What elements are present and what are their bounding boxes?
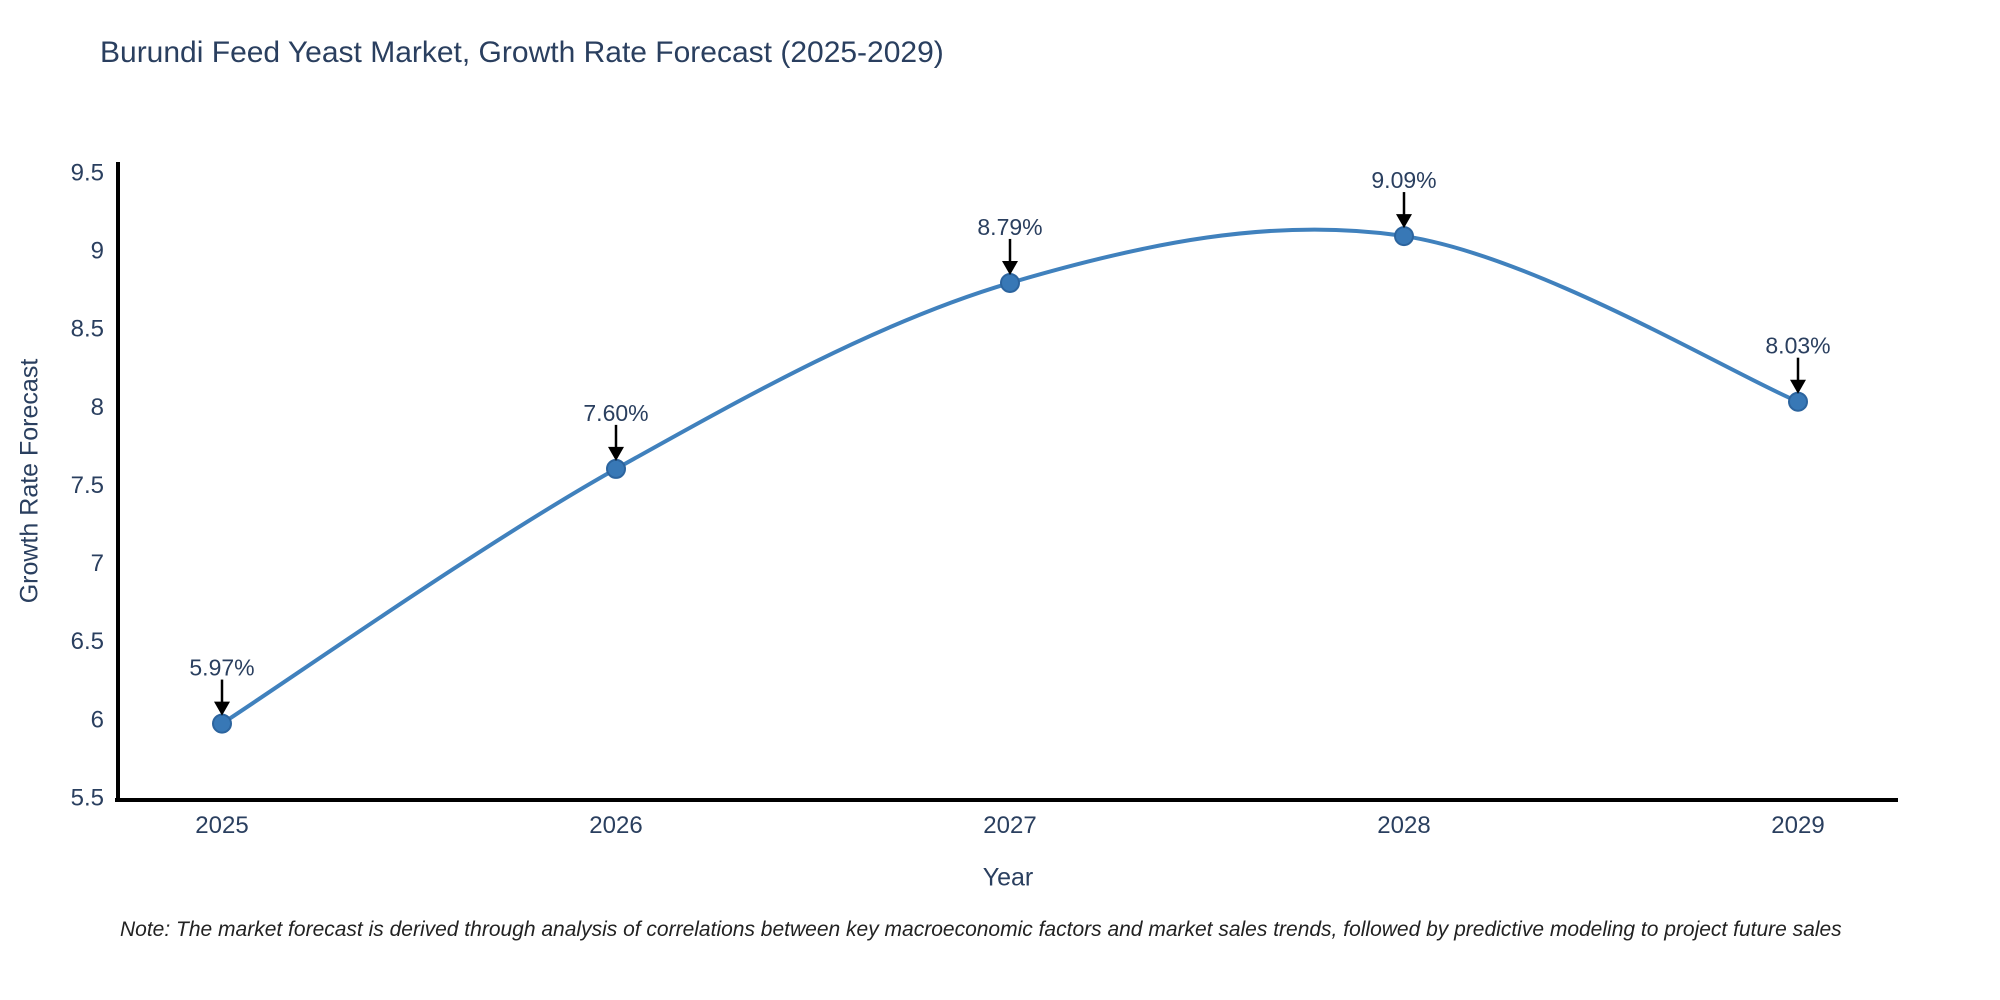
x-axis-title: Year [982,863,1034,892]
x-tick-label: 2026 [589,812,642,839]
y-tick-label: 5.5 [71,784,104,811]
data-point-marker[interactable] [1788,391,1808,412]
y-tick-label: 7.5 [71,472,104,499]
x-tick-label: 2028 [1377,812,1430,839]
annotation-arrow-head [1396,214,1412,229]
data-point-marker[interactable] [1394,226,1414,247]
y-tick-label: 8 [91,394,104,421]
data-point-label: 7.60% [583,400,648,426]
x-tick-label: 2025 [195,812,248,839]
data-point-label: 5.97% [189,655,254,681]
annotation-arrow-head [1002,260,1018,275]
data-point-marker[interactable] [606,458,626,479]
data-point-label: 8.03% [1765,333,1830,359]
annotation-arrow-head [214,701,230,716]
x-tick-label: 2029 [1771,812,1824,839]
x-tick-label: 2027 [983,812,1036,839]
annotation-arrow-head [608,446,624,461]
y-tick-label: 6 [91,706,104,733]
y-tick-label: 6.5 [71,628,104,655]
data-point-label: 9.09% [1371,167,1436,193]
chart-title: Burundi Feed Yeast Market, Growth Rate F… [100,36,944,69]
footnote: Note: The market forecast is derived thr… [120,918,1842,941]
y-tick-label: 9 [91,238,104,265]
y-tick-label: 8.5 [71,316,104,343]
data-point-marker[interactable] [212,713,232,734]
annotation-arrow-head [1790,379,1806,394]
data-point-marker[interactable] [1000,272,1020,293]
data-point-label: 8.79% [977,214,1042,240]
forecast-line [220,227,1800,726]
y-tick-label: 9.5 [71,159,104,186]
y-tick-label: 7 [91,550,104,577]
